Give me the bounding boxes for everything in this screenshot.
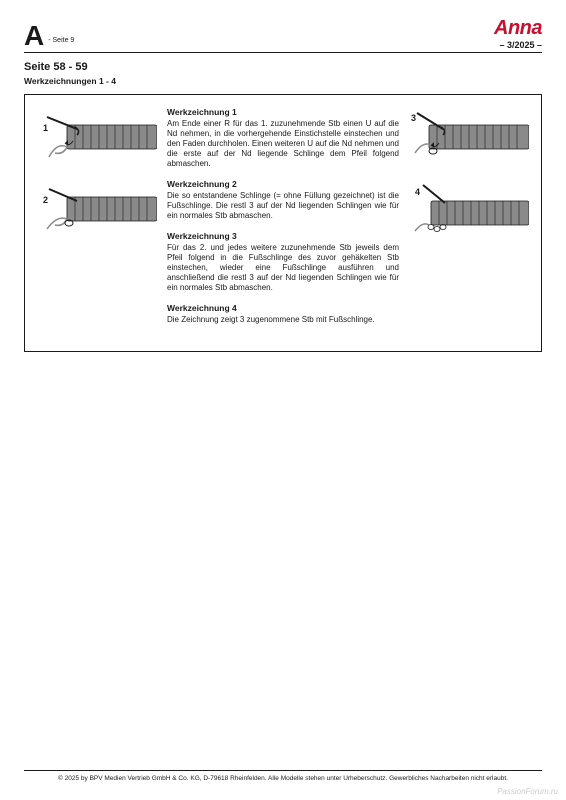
wz-block-2: Werkzeichnung 2 Die so entstandene Schli… bbox=[167, 179, 399, 221]
wz-title-2: Werkzeichnung 2 bbox=[167, 179, 399, 189]
header-left: A - Seite 9 bbox=[24, 22, 74, 50]
header: A - Seite 9 Anna – 3/2025 – bbox=[24, 18, 542, 53]
text-column: Werkzeichnung 1 Am Ende einer R für das … bbox=[167, 107, 399, 335]
wz-body-4: Die Zeichnung zeigt 3 zugenommene Stb mi… bbox=[167, 315, 399, 325]
wz-block-3: Werkzeichnung 3 Für das 2. und jedes wei… bbox=[167, 231, 399, 293]
diagram-2: 2 bbox=[37, 181, 157, 241]
issue-label: – 3/2025 – bbox=[494, 40, 542, 50]
section-title: Seite 58 - 59 bbox=[24, 61, 542, 73]
wz-block-1: Werkzeichnung 1 Am Ende einer R für das … bbox=[167, 107, 399, 169]
wz-title-4: Werkzeichnung 4 bbox=[167, 303, 399, 313]
header-page-label: - Seite 9 bbox=[48, 37, 74, 44]
wz-title-3: Werkzeichnung 3 bbox=[167, 231, 399, 241]
diagram-1-label: 1 bbox=[43, 123, 48, 133]
content-box: 1 bbox=[24, 94, 542, 352]
section-subtitle: Werkzeichnungen 1 - 4 bbox=[24, 76, 542, 86]
brand-logo: Anna bbox=[494, 18, 542, 38]
footer-copyright: © 2025 by BPV Medien Vertrieb GmbH & Co.… bbox=[24, 770, 542, 782]
page: A - Seite 9 Anna – 3/2025 – Seite 58 - 5… bbox=[0, 0, 566, 800]
header-right: Anna – 3/2025 – bbox=[494, 18, 542, 50]
watermark: PassionForum.ru bbox=[497, 787, 558, 796]
wz-body-3: Für das 2. und jedes weitere zuzunehmend… bbox=[167, 243, 399, 293]
diagram-1: 1 bbox=[37, 107, 157, 167]
diagram-2-label: 2 bbox=[43, 195, 48, 205]
diagram-4: 4 bbox=[409, 181, 529, 241]
diagram-3: 3 bbox=[409, 107, 529, 167]
header-letter: A bbox=[24, 22, 44, 50]
wz-body-2: Die so entstandene Schlinge (= ohne Füll… bbox=[167, 191, 399, 221]
wz-block-4: Werkzeichnung 4 Die Zeichnung zeigt 3 zu… bbox=[167, 303, 399, 325]
diagram-3-label: 3 bbox=[411, 113, 416, 123]
wz-title-1: Werkzeichnung 1 bbox=[167, 107, 399, 117]
diagram-4-label: 4 bbox=[415, 187, 420, 197]
wz-body-1: Am Ende einer R für das 1. zuzunehmende … bbox=[167, 119, 399, 169]
